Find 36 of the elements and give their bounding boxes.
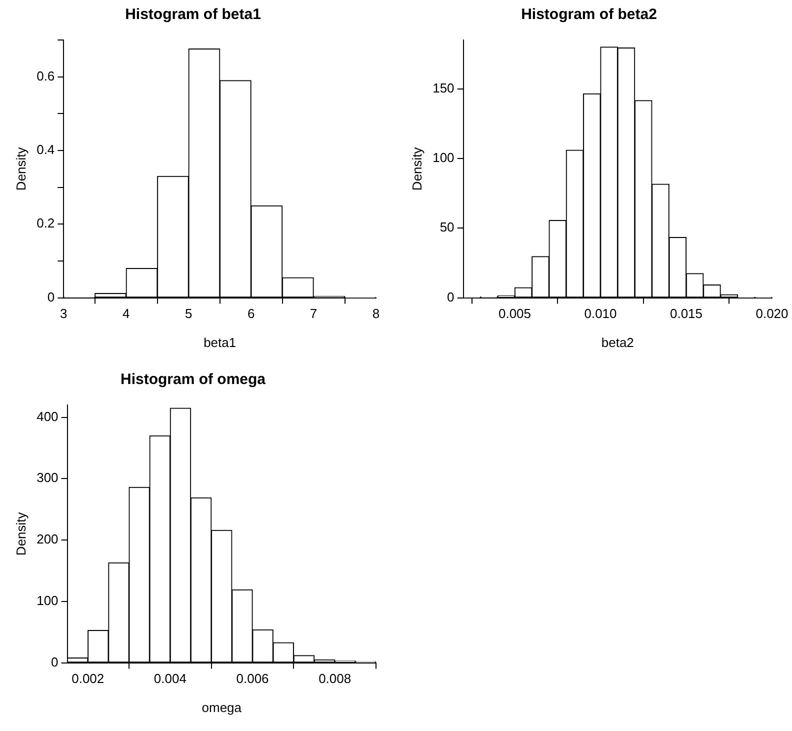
x-axis-title: beta1 [204,334,236,350]
x-tick-label: 0.020 [756,306,788,322]
x-axis-title: omega [202,700,242,715]
y-axis-title: Density [13,146,28,191]
x-tick-label: 5 [184,306,192,322]
x-tick-label: 0.002 [72,671,104,686]
y-tick-label: 100 [36,592,58,608]
y-tick-label: 50 [440,220,454,235]
y-tick-label: 0 [47,289,55,304]
y-tick-label: 300 [36,470,58,486]
x-tick-label: 0.015 [670,306,703,322]
y-axis-title: Density [409,146,424,191]
y-tick-label: 150 [432,80,454,96]
chart-title: Histogram of omega [120,371,266,388]
y-tick-label: 0 [51,654,58,670]
x-tick-label: 0.006 [236,671,269,686]
y-axis-title: Density [13,512,28,556]
x-axis-title: beta2 [601,334,634,350]
x-tick-label: 0.010 [584,306,617,322]
x-tick-label: 3 [60,306,68,322]
y-tick-label: 0 [447,289,454,304]
y-tick-label: 100 [432,150,454,166]
y-tick-label: 0.2 [36,216,55,231]
x-tick-label: 8 [372,306,380,322]
x-tick-label: 0.008 [318,671,352,686]
x-tick-label: 0.005 [498,306,532,322]
y-tick-label: 0.4 [36,142,55,158]
chart-title: Histogram of beta1 [125,6,261,24]
x-tick-label: 7 [310,306,318,322]
x-tick-label: 6 [247,306,255,322]
y-tick-label: 200 [36,532,58,547]
x-tick-label: 4 [122,306,130,322]
y-tick-label: 400 [36,408,58,424]
y-tick-label: 0.6 [36,68,55,84]
x-tick-label: 0.004 [154,671,186,686]
chart-title: Histogram of beta2 [521,6,657,24]
